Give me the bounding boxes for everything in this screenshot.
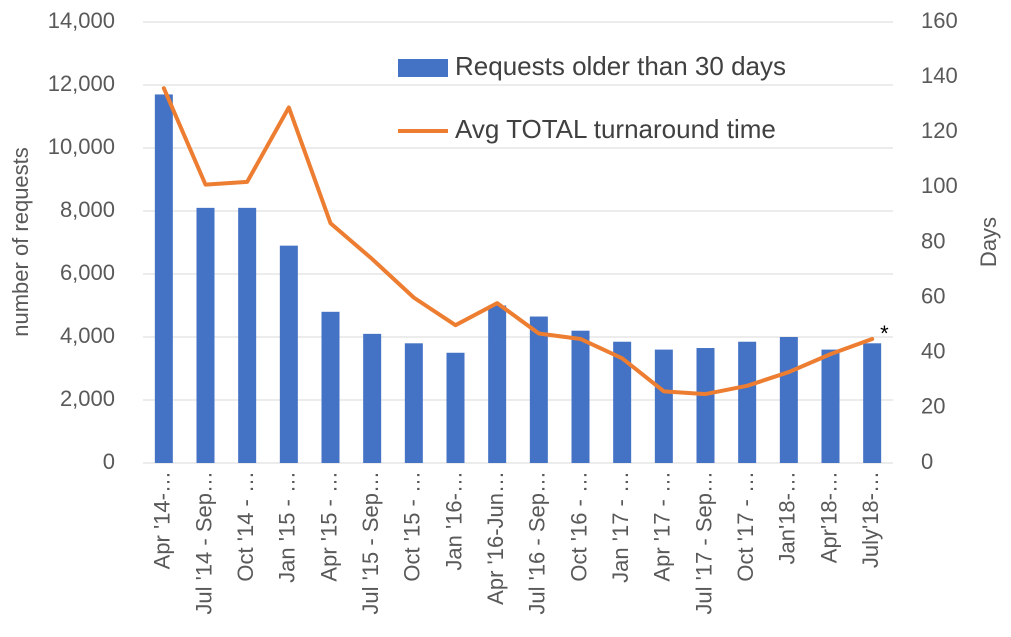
bar [738, 341, 757, 463]
y2-axis-label: Days [976, 217, 1001, 267]
x-tick-label: Oct '17 - … [733, 471, 758, 582]
legend-label: Requests older than 30 days [455, 51, 786, 81]
x-tick-label: Jan '15 - … [275, 471, 300, 583]
legend-label: Avg TOTAL turnaround time [455, 114, 776, 144]
annotation: * [880, 321, 889, 346]
y2-tick-label: 40 [921, 339, 945, 364]
x-tick-label: Oct '14 - … [233, 471, 258, 582]
bar [863, 343, 882, 463]
x-tick-label: July'18-… [858, 471, 883, 568]
legend-swatch [398, 59, 448, 77]
x-tick-label: Apr '15 - … [316, 471, 341, 582]
bar [279, 245, 298, 463]
x-tick-label: Jan '16-… [441, 471, 466, 571]
x-tick-label: Jan '17 - … [608, 471, 633, 583]
y-tick-label: 10,000 [48, 134, 115, 159]
bar [779, 337, 798, 463]
bar [363, 333, 382, 463]
bar [446, 352, 465, 463]
x-tick-label: Apr '16-Jun… [483, 471, 508, 605]
y2-tick-label: 140 [921, 63, 958, 88]
x-tick-label: Oct '16 - … [566, 471, 591, 582]
bar [821, 349, 840, 463]
y-tick-label: 2,000 [60, 386, 115, 411]
x-tick-label: Jul '16 - Sep… [525, 471, 550, 615]
x-tick-label: Apr '17 - … [650, 471, 675, 582]
y2-tick-label: 100 [921, 173, 958, 198]
bar [196, 207, 215, 463]
bar [613, 341, 632, 463]
y-tick-label: 0 [103, 449, 115, 474]
y-tick-label: 4,000 [60, 323, 115, 348]
x-tick-label: Jul '15 - Sep… [358, 471, 383, 615]
y2-tick-label: 80 [921, 228, 945, 253]
y2-tick-label: 160 [921, 8, 958, 33]
y2-tick-label: 60 [921, 283, 945, 308]
y-tick-label: 12,000 [48, 71, 115, 96]
y-axis-label: number of requests [8, 147, 33, 337]
y2-tick-label: 120 [921, 118, 958, 143]
bar [696, 348, 715, 463]
bar [321, 311, 340, 463]
y-tick-label: 6,000 [60, 260, 115, 285]
bar [571, 330, 590, 463]
x-tick-label: Apr'18-… [816, 471, 841, 563]
bar [154, 94, 173, 463]
x-tick-label: Jul '14 - Sep… [191, 471, 216, 615]
bar [529, 316, 548, 463]
bar [488, 305, 507, 463]
x-tick-label: Jul '17 - Sep… [691, 471, 716, 615]
x-tick-label: Jan'18-… [775, 471, 800, 564]
bar [404, 343, 423, 463]
bar [238, 207, 257, 463]
x-tick-label: Apr '14-… [150, 471, 175, 569]
bar [654, 349, 673, 463]
y-tick-label: 8,000 [60, 197, 115, 222]
y2-tick-label: 0 [921, 449, 933, 474]
line [161, 86, 875, 397]
x-tick-label: Oct '15 - … [400, 471, 425, 582]
y2-tick-label: 20 [921, 394, 945, 419]
y-tick-label: 14,000 [48, 8, 115, 33]
